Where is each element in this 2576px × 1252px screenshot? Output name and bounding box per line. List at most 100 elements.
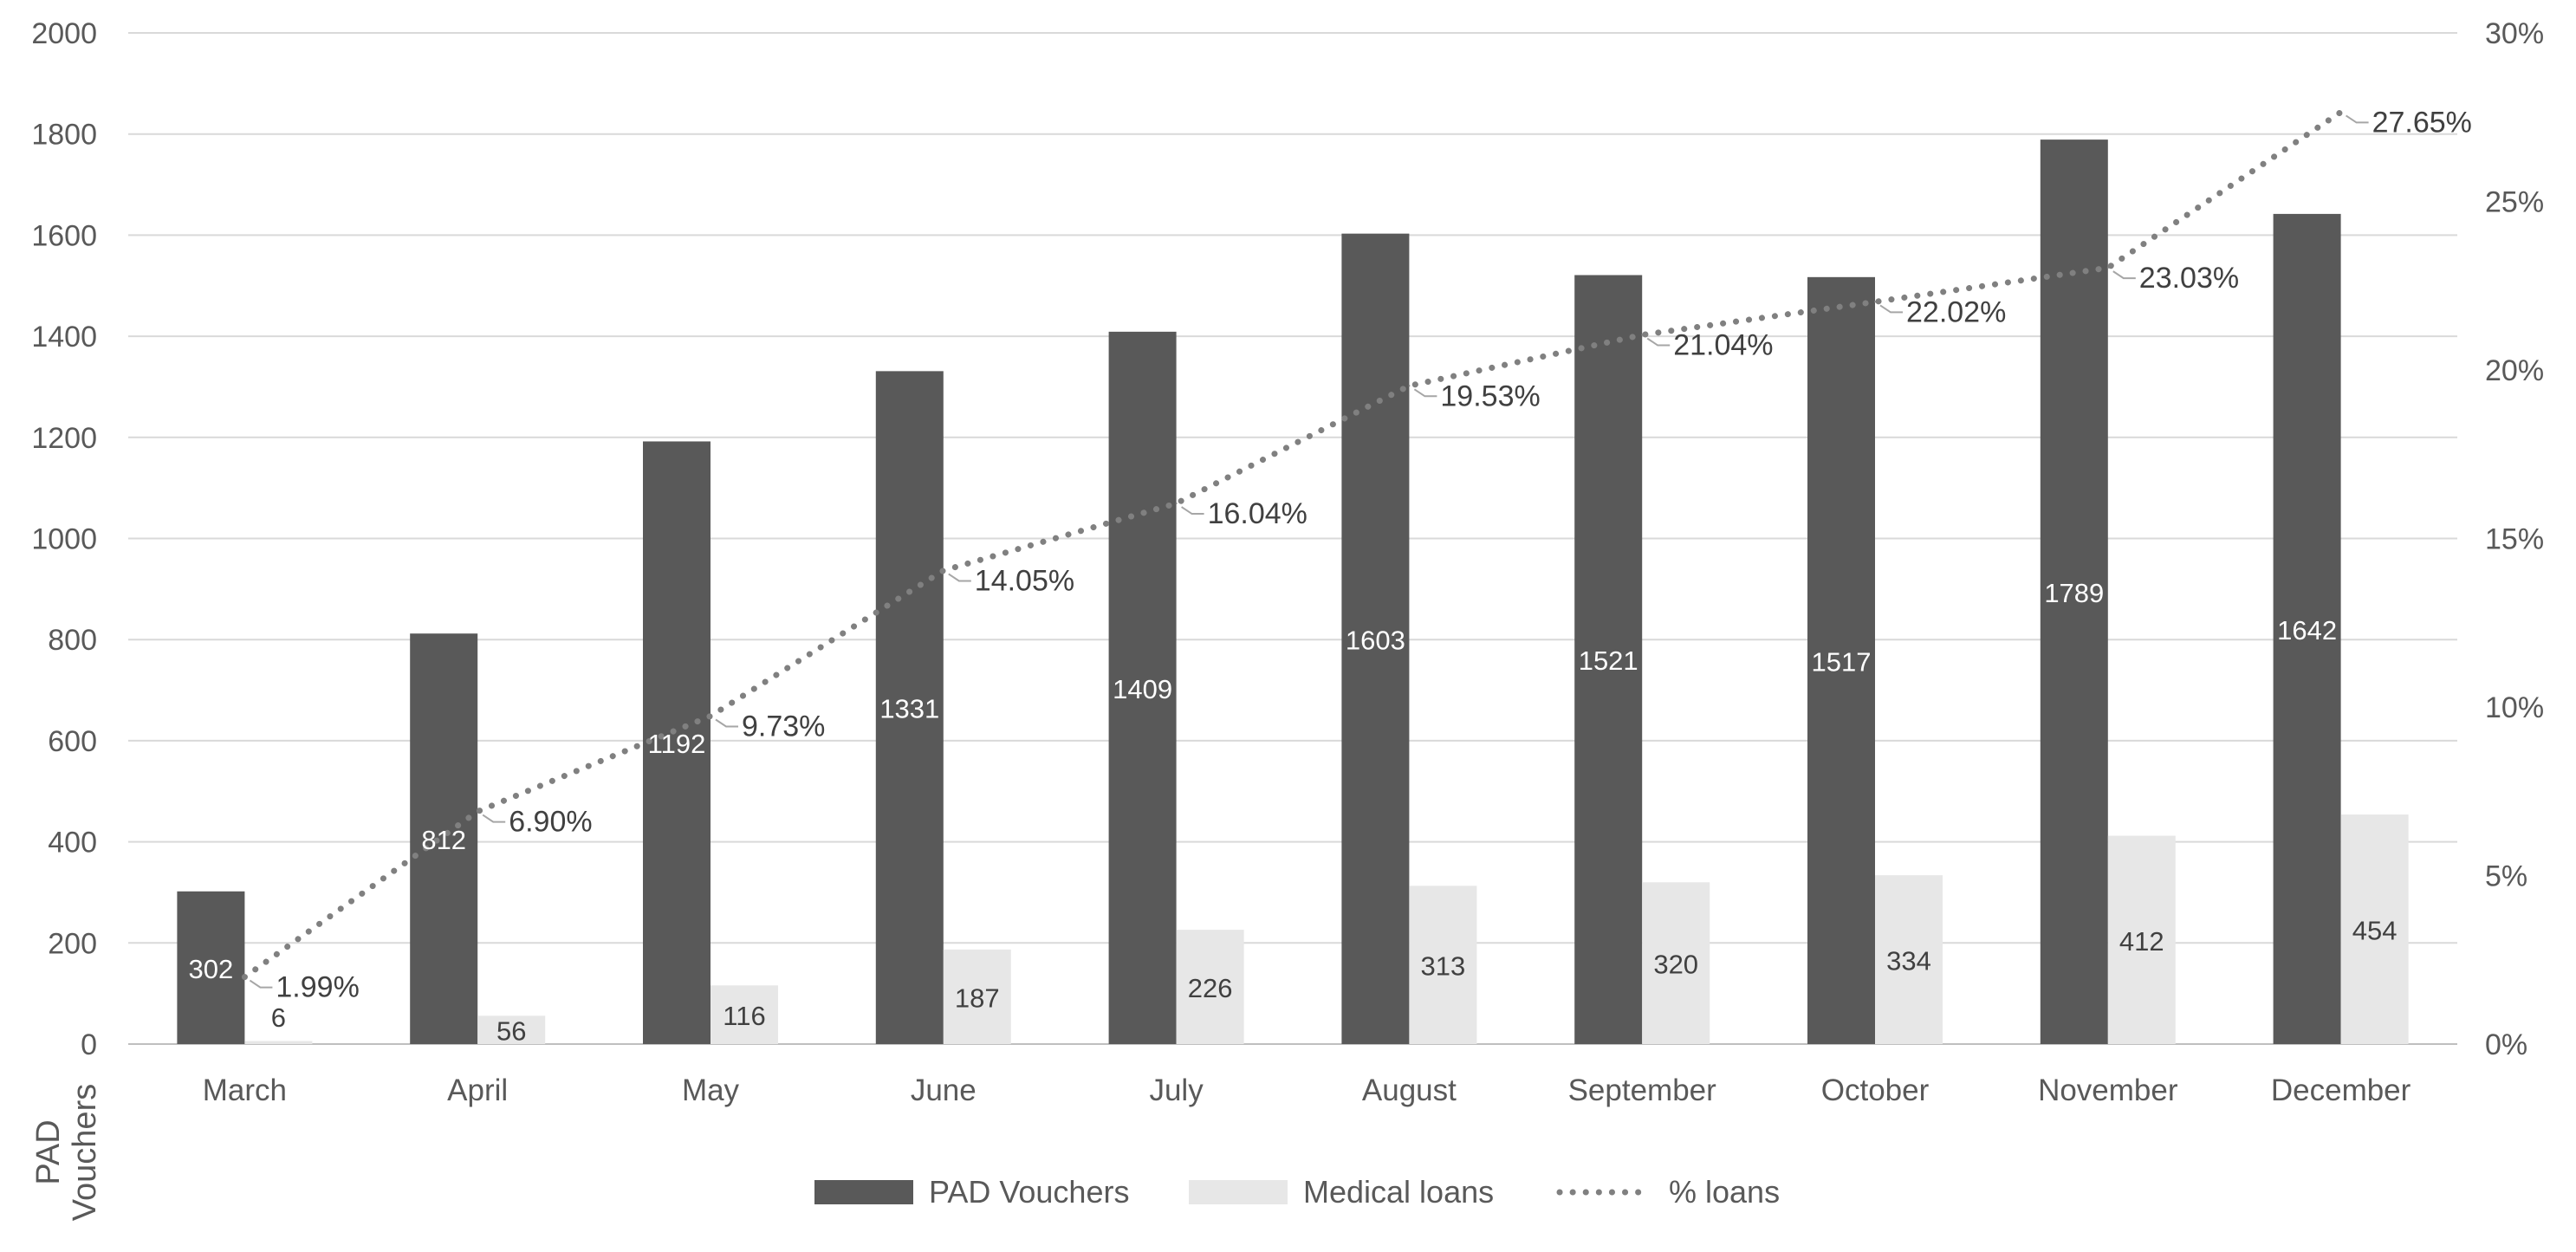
y2-tick-label: 15%: [2485, 523, 2544, 556]
bar-data-label: 313: [1421, 951, 1466, 982]
bar-medical-loans: [2340, 814, 2409, 1044]
x-axis: March April May June July August September Octo…: [203, 1074, 2411, 1107]
x-tick-label: May: [682, 1074, 740, 1107]
y-axis-title: PADVouchers: [30, 1084, 103, 1221]
bar-data-label: 1521: [1579, 645, 1638, 676]
legend: PAD Vouchers Medical loans % loans: [814, 1174, 1780, 1210]
percent-point: [477, 810, 479, 813]
bar-data-label: 1789: [2044, 578, 2104, 608]
bar-data-label: 302: [189, 954, 234, 984]
legend-label: % loans: [1669, 1174, 1780, 1210]
bar-pad-vouchers: [2040, 139, 2108, 1044]
bar-medical-loans: [1642, 882, 1710, 1044]
x-tick-label: March: [203, 1074, 287, 1107]
bar-data-label: 412: [2119, 926, 2164, 957]
y2-tick-label: 10%: [2485, 691, 2544, 724]
y-tick-label: 1000: [31, 523, 97, 556]
y-axis-right: 0% 5% 10% 15% 20% 25% 30%: [2485, 17, 2544, 1061]
percent-data-label: 6.90%: [509, 806, 592, 839]
percent-point: [2339, 111, 2342, 114]
gridlines: [128, 32, 2457, 1045]
label-leader: [249, 979, 273, 989]
legend-item-pad-vouchers: PAD Vouchers: [814, 1174, 1129, 1210]
percent-point: [243, 976, 246, 978]
bar-pad-vouchers: [1574, 275, 1643, 1045]
bar-medical-loans: [1176, 930, 1244, 1044]
bar-medical-loans: [943, 949, 1011, 1044]
bar-medical-loans: [2107, 835, 2176, 1044]
percent-data-label: 16.04%: [1208, 497, 1307, 530]
x-tick-label: July: [1149, 1074, 1204, 1107]
y-tick-label: 1600: [31, 219, 97, 252]
x-tick-label: November: [2038, 1074, 2178, 1107]
percent-point: [710, 715, 711, 717]
bar-data-label: 1331: [879, 694, 939, 724]
percent-data-label: 21.04%: [1673, 329, 1773, 362]
percent-data-label: 9.73%: [742, 710, 825, 743]
bar-medical-loans: [1875, 875, 1943, 1044]
bar-pad-vouchers: [875, 371, 944, 1044]
bar-data-label: 1192: [648, 729, 706, 759]
data-labels: 302 812 1192 1331 1409 1603 1521 1517 1789 1642 6 5…: [189, 106, 2472, 1046]
bar-pad-vouchers: [643, 441, 711, 1044]
label-leader: [482, 814, 506, 823]
percent-data-label: 14.05%: [975, 564, 1074, 597]
legend-item-percent-loans: % loans: [1556, 1174, 1780, 1210]
y-tick-label: 2000: [31, 17, 97, 50]
bar-medical-loans: [711, 985, 778, 1044]
bar-medical-loans: [477, 1015, 546, 1044]
bar-pad-vouchers: [2273, 213, 2341, 1044]
bar-pad-vouchers: [410, 633, 478, 1044]
bar-data-label: 1517: [1812, 646, 1872, 677]
label-leader: [2346, 114, 2369, 124]
bar-data-label: 116: [723, 1001, 765, 1031]
bar-data-label: 812: [421, 825, 466, 855]
percent-point: [2106, 267, 2109, 269]
y-axis-title: PADVouchers: [30, 1084, 103, 1221]
y-tick-label: 200: [48, 927, 97, 960]
label-leader: [2112, 270, 2136, 280]
percent-point: [1408, 385, 1411, 387]
y-axis-left: 0 200 400 600 800 1000 1200 1400 1600 1800 2000: [31, 17, 97, 1061]
label-leader: [1879, 304, 1903, 314]
label-leader: [1646, 337, 1671, 347]
y-tick-label: 1400: [31, 321, 97, 354]
percent-data-label: 22.02%: [1906, 295, 2006, 328]
x-tick-label: August: [1362, 1074, 1457, 1107]
bar-medical-loans: [1409, 885, 1477, 1044]
bar-data-label: 334: [1886, 946, 1931, 976]
x-tick-label: December: [2271, 1074, 2411, 1107]
bar-data-label: 226: [1188, 973, 1233, 1003]
y2-tick-label: 20%: [2485, 354, 2544, 387]
x-tick-label: September: [1568, 1074, 1717, 1107]
bar-pad-vouchers: [1807, 276, 1875, 1044]
legend-label: Medical loans: [1303, 1174, 1494, 1210]
bar-data-label: 187: [955, 983, 1000, 1013]
label-leader: [1413, 388, 1437, 398]
bars: [177, 139, 2409, 1045]
bar-data-label: 1409: [1113, 674, 1172, 704]
y-tick-label: 400: [48, 827, 97, 860]
bar-pad-vouchers: [1341, 233, 1410, 1044]
x-tick-label: June: [911, 1074, 977, 1107]
percent-point: [1874, 301, 1876, 303]
bar-data-label: 320: [1653, 950, 1698, 980]
y-tick-label: 1800: [31, 119, 97, 152]
x-tick-label: October: [1821, 1074, 1930, 1107]
x-tick-label: April: [447, 1074, 508, 1107]
y-tick-label: 0: [81, 1028, 97, 1061]
label-leader: [715, 718, 738, 728]
bar-data-label: 454: [2352, 916, 2398, 946]
percent-data-label: 1.99%: [276, 971, 359, 1004]
percent-loans-line: [241, 108, 2345, 981]
legend-swatch: [1189, 1180, 1288, 1204]
legend-swatch: [814, 1180, 913, 1204]
percent-data-label: 19.53%: [1440, 379, 1540, 412]
legend-item-medical-loans: Medical loans: [1189, 1174, 1494, 1210]
percent-line: [241, 108, 2345, 981]
legend-label: PAD Vouchers: [929, 1174, 1129, 1210]
y-tick-label: 1200: [31, 422, 97, 455]
percent-data-label: 23.03%: [2139, 262, 2239, 295]
y-tick-label: 600: [48, 725, 97, 758]
